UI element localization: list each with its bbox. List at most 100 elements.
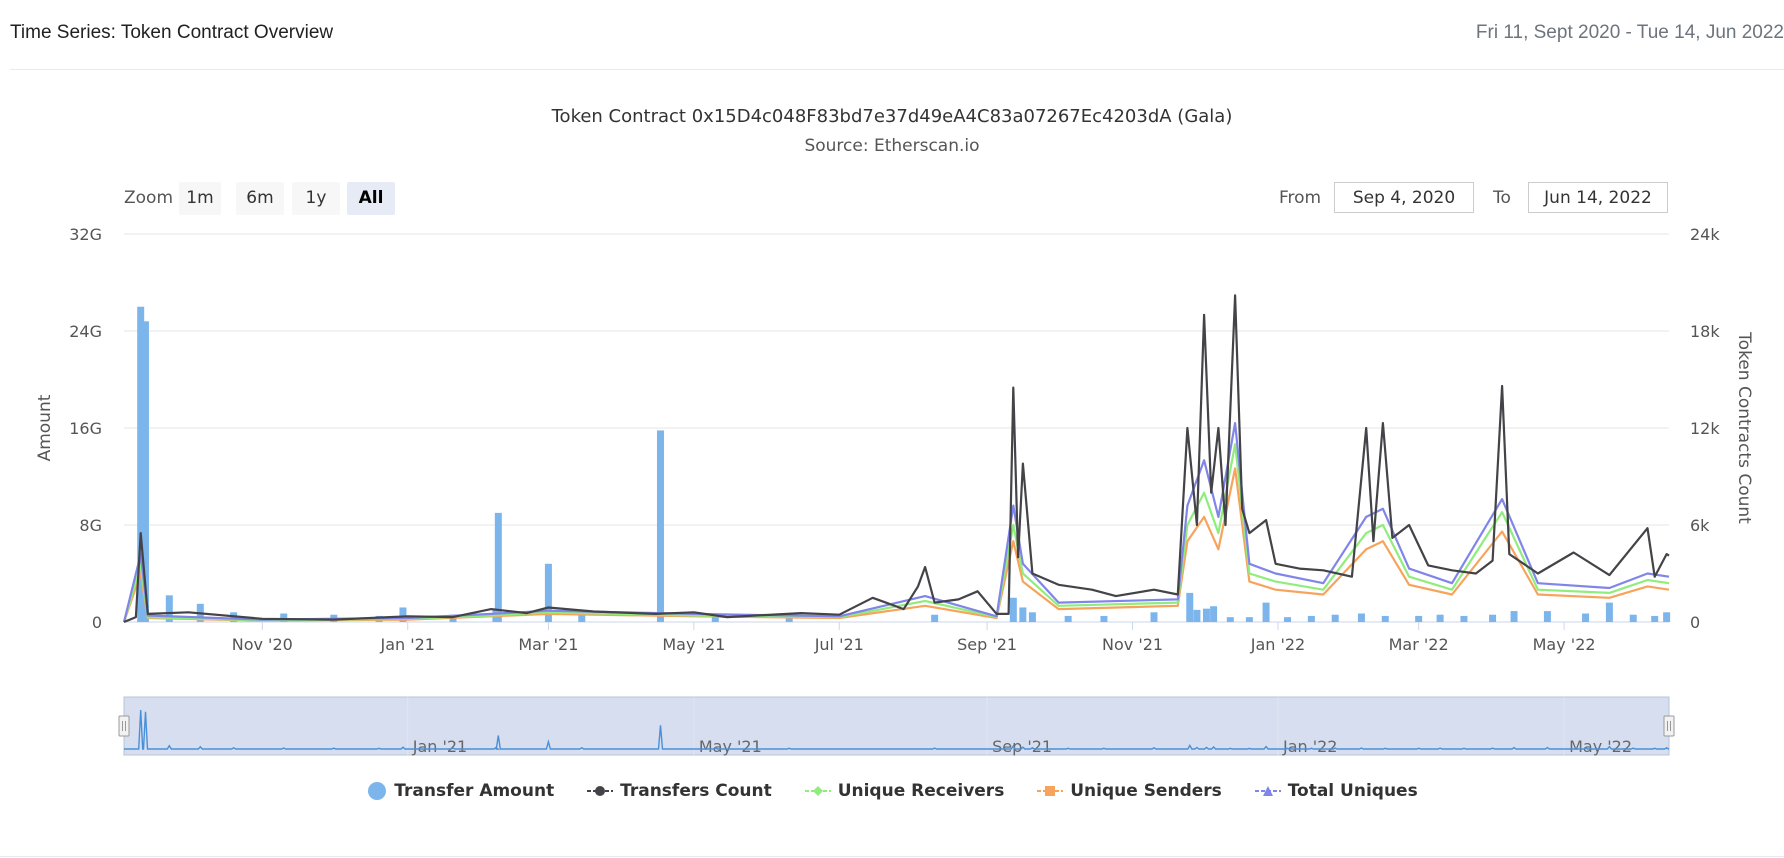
zoom-1y-button[interactable]: 1y [292,182,340,215]
transfers-count-line [123,294,1670,624]
transfer-amount-bar [1415,615,1423,622]
transfer-amount-bar [1210,606,1218,622]
unique-receivers-line [122,443,1670,623]
legend-unique-receivers-marker-icon [804,786,831,796]
transfer-amount-bar [1543,611,1551,622]
legend-transfer-amount-label: Transfer Amount [394,781,555,801]
y-left-tick-label: 32G [69,225,102,244]
navigator-tick-label: May '22 [1569,737,1632,756]
y-right-tick-label: 12k [1690,419,1720,438]
transfer-amount-bar [165,595,173,622]
legend-unique-receivers[interactable]: Unique Receivers [804,780,1005,802]
transfer-amount-bar [1193,609,1201,622]
transfer-amount-bar [1357,613,1365,622]
y-left-tick-label: 24G [69,322,102,341]
y-left-tick-label: 0 [92,613,102,632]
transfer-amount-bar [1064,615,1072,622]
transfer-amount-bar [1381,615,1389,622]
footer-divider [0,856,1784,857]
legend-unique-receivers-label: Unique Receivers [837,781,1005,801]
transfer-amount-bar [711,614,719,622]
chart-legend: Transfer Amount Transfers Count Unique R… [0,780,1784,802]
transfer-amount-bar [1629,614,1637,622]
range-from-input[interactable]: Sep 4, 2020 [1334,182,1474,213]
transfer-amount-bar [1605,602,1613,622]
transfer-amount-bar [280,613,288,622]
y-right-tick-label: 24k [1690,225,1720,244]
x-tick-label: Jul '21 [814,635,864,654]
x-tick-label: Jan '21 [379,635,435,654]
transfer-amount-bar [578,612,586,622]
chart-subtitle: Source: Etherscan.io [804,136,980,156]
transfer-amount-bar [1150,612,1158,622]
transfer-amount-bar [1510,611,1518,622]
legend-unique-senders[interactable]: Unique Senders [1036,780,1222,802]
transfer-amount-bar [137,306,145,622]
range-to-input[interactable]: Jun 14, 2022 [1528,182,1668,213]
total-uniques-line [122,422,1670,623]
zoom-6m-button[interactable]: 6m [236,182,284,215]
transfer-amount-bar [1460,615,1468,622]
legend-unique-senders-label: Unique Senders [1070,781,1222,801]
legend-unique-senders-marker-icon [1037,786,1064,796]
transfer-amount-bar [1663,612,1671,622]
handle-body [118,715,130,737]
x-tick-label: Nov '21 [1102,635,1163,654]
transfer-amount-bar [656,430,664,622]
transfer-amount-bar [494,512,502,622]
navigator-tick-label: Jan '21 [412,737,468,756]
transfer-amount-bar [1651,615,1659,622]
transfer-amount-bar [1582,613,1590,622]
chart-title: Token Contract 0x15D4c048F83bd7e37d49eA4… [551,106,1233,127]
y-right-tick-label: 6k [1690,516,1710,535]
zoom-all-button[interactable]: All [347,182,395,215]
range-from-label: From [1279,188,1322,208]
navigator-series-line [124,709,1669,750]
transfer-amount-bar [1009,597,1017,622]
zoom-1m-button[interactable]: 1m [179,182,221,215]
transfer-amount-bar [544,563,552,622]
transfer-amount-bar [1226,617,1234,622]
transfer-amount-bar [1262,602,1270,622]
navigator-tick-label: May '21 [699,737,762,756]
transfer-amount-bar [931,614,939,622]
y-right-tick-label: 0 [1690,613,1700,632]
transfer-amount-bar [1202,608,1210,622]
x-tick-label: May '22 [1533,635,1596,654]
y-left-axis-title: Amount [35,394,55,461]
y-left-tick-label: 16G [69,419,102,438]
y-right-axis-title: Token Contracts Count [1734,331,1754,524]
y-right-tick-label: 18k [1690,322,1720,341]
legend-total-uniques[interactable]: Total Uniques [1254,780,1418,802]
x-tick-label: Nov '20 [232,635,293,654]
transfer-amount-bar [1307,615,1315,622]
page-header: Time Series: Token Contract Overview Fri… [0,0,1784,70]
transfer-amount-bar [1436,614,1444,622]
legend-transfers-count[interactable]: Transfers Count [586,780,772,802]
navigator-tick-label: Sep '21 [992,737,1052,756]
x-tick-label: May '21 [662,635,725,654]
legend-transfers-count-label: Transfers Count [620,781,772,801]
transfer-amount-bar [1100,615,1108,622]
header-divider [10,69,1784,70]
y-left-tick-label: 8G [79,516,102,535]
transfer-amount-bar [1284,617,1292,622]
transfer-amount-bar [141,321,149,622]
navigator-tick-label: Jan '22 [1282,737,1338,756]
transfer-amount-bar [1019,607,1027,622]
navigator-right-handle[interactable] [1663,715,1675,737]
unique-senders-line [122,467,1670,623]
legend-total-uniques-label: Total Uniques [1287,781,1418,801]
x-tick-label: Mar '21 [518,635,578,654]
transfer-amount-bar [785,615,793,622]
range-to-label: To [1493,188,1511,208]
transfer-amount-bar [1245,617,1253,622]
zoom-label: Zoom [124,188,174,208]
x-tick-label: Jan '22 [1250,635,1306,654]
legend-transfer-amount[interactable]: Transfer Amount [366,780,554,802]
transfer-amount-bar [1186,592,1194,622]
handle-body [1663,715,1675,737]
legend-transfer-amount-marker-icon [368,782,387,800]
navigator-left-handle[interactable] [118,715,130,737]
page-title: Time Series: Token Contract Overview [10,22,334,43]
